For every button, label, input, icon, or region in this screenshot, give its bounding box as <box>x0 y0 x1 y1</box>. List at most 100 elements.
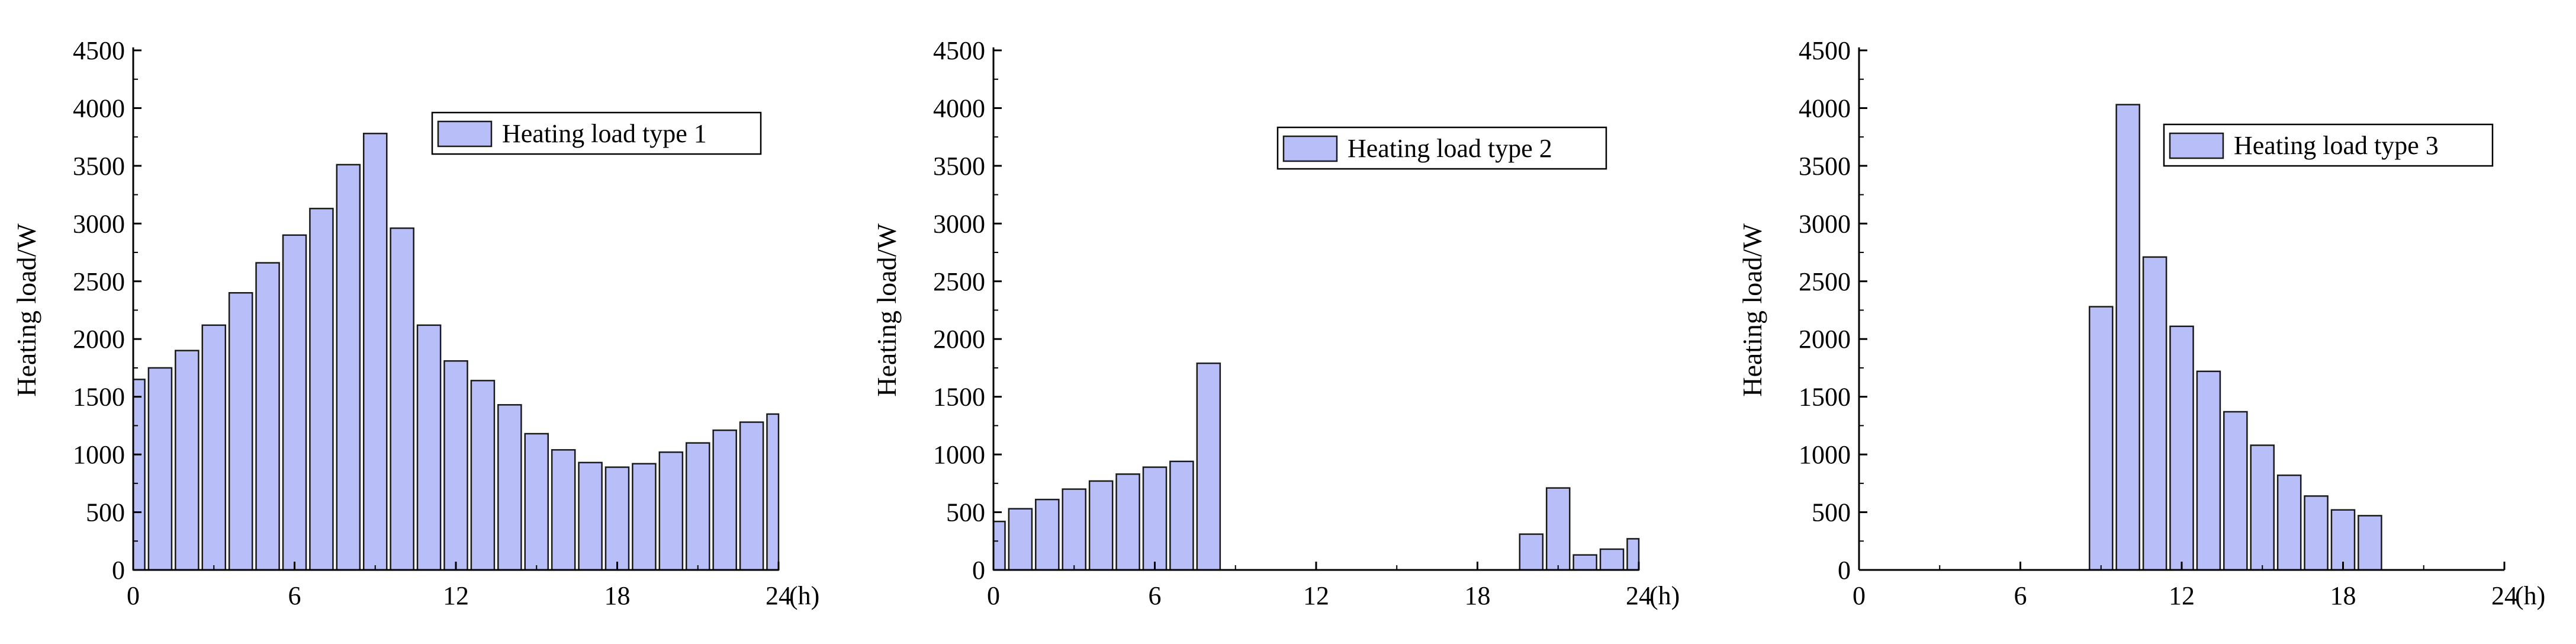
y-tick-label: 3500 <box>933 152 985 181</box>
y-tick-label: 4000 <box>1799 94 1851 123</box>
x-tick-label: 12 <box>2169 581 2195 610</box>
x-unit-label: (h) <box>2515 581 2545 610</box>
bar-hour-5 <box>1115 473 1140 571</box>
bar-hour-14 <box>2223 411 2248 571</box>
x-tick-label: 24 <box>2491 581 2517 610</box>
y-tick-label: 3000 <box>933 209 985 238</box>
bar-hour-22 <box>712 429 737 571</box>
y-tick-label: 2000 <box>933 325 985 354</box>
x-tick-label: 6 <box>1149 581 1162 610</box>
y-tick-label: 3500 <box>1799 152 1851 181</box>
x-tick-label: 6 <box>288 581 301 610</box>
bar-hour-9 <box>362 133 388 571</box>
bar-hour-7 <box>309 207 334 571</box>
bar-hour-0 <box>992 520 1006 571</box>
y-tick-label: 4000 <box>933 94 985 123</box>
y-tick-label: 4500 <box>933 36 985 65</box>
bar-hour-24 <box>766 413 780 571</box>
x-unit-label: (h) <box>789 581 819 610</box>
bar-hour-6 <box>1142 466 1168 571</box>
y-tick-label: 2500 <box>73 267 125 296</box>
x-tick-label: 12 <box>1303 581 1329 610</box>
bar-hour-14 <box>497 404 522 571</box>
bar-hour-10 <box>2115 104 2140 571</box>
y-tick-label: 2500 <box>1799 267 1851 296</box>
x-tick-label: 18 <box>2330 581 2356 610</box>
y-tick-label: 0 <box>112 556 125 585</box>
bar-hour-15 <box>524 432 549 571</box>
y-tick-label: 1000 <box>933 440 985 469</box>
bar-hour-8 <box>1196 362 1221 571</box>
y-tick-label: 1000 <box>73 440 125 469</box>
y-tick-label: 1500 <box>1799 383 1851 412</box>
y-tick-label: 1000 <box>1799 440 1851 469</box>
x-tick-label: 0 <box>127 581 140 610</box>
bar-hour-2 <box>175 350 200 571</box>
bar-hour-11 <box>2142 256 2167 571</box>
bar-hour-3 <box>1062 488 1087 571</box>
bar-hour-12 <box>2169 325 2194 571</box>
y-tick-label: 500 <box>946 498 985 527</box>
bar-hour-21 <box>685 442 710 571</box>
bar-hour-16 <box>2276 474 2302 571</box>
bar-hour-6 <box>282 234 307 571</box>
bar-hour-18 <box>604 466 630 571</box>
bar-hour-15 <box>2250 444 2275 571</box>
bar-hour-18 <box>2330 509 2356 571</box>
legend: Heating load type 1 <box>431 111 762 155</box>
x-tick-label: 0 <box>987 581 1000 610</box>
y-tick-label: 4500 <box>73 36 125 65</box>
x-tick-label: 6 <box>2014 581 2027 610</box>
legend: Heating load type 3 <box>2163 123 2494 167</box>
bar-hour-10 <box>390 227 414 571</box>
y-axis-label: Heating load/W <box>871 223 902 397</box>
bar-hour-4 <box>228 292 253 571</box>
bar-hour-22 <box>1572 554 1597 571</box>
y-tick-label: 1500 <box>933 383 985 412</box>
bar-hour-1 <box>1008 508 1033 571</box>
bar-hour-21 <box>1545 487 1571 571</box>
x-tick-label: 0 <box>1853 581 1866 610</box>
bar-hour-3 <box>201 324 227 571</box>
y-tick-label: 500 <box>1812 498 1851 527</box>
y-tick-label: 4000 <box>73 94 125 123</box>
y-axis-label: Heating load/W <box>1737 223 1767 397</box>
y-tick-label: 0 <box>972 556 985 585</box>
legend-label: Heating load type 3 <box>2234 131 2439 160</box>
bar-hour-5 <box>255 262 280 571</box>
bar-hour-19 <box>2358 515 2382 571</box>
bar-hour-7 <box>1169 460 1194 571</box>
y-tick-label: 2000 <box>1799 325 1851 354</box>
bar-hour-1 <box>147 367 173 571</box>
legend-swatch <box>437 120 493 148</box>
bar-hour-4 <box>1088 480 1114 571</box>
x-tick-label: 18 <box>1465 581 1491 610</box>
y-tick-label: 500 <box>86 498 125 527</box>
bar-hour-23 <box>1599 548 1625 571</box>
legend: Heating load type 2 <box>1276 126 1607 170</box>
legend-label: Heating load type 2 <box>1348 134 1552 163</box>
chart-panel-3: 0 500 1000 1500 2000 2500 3000 3500 4000 4500 0 6 12… <box>1737 36 2545 610</box>
x-tick-label: 12 <box>443 581 469 610</box>
legend-swatch <box>2169 132 2224 159</box>
bar-hour-17 <box>578 462 603 571</box>
y-tick-label: 4500 <box>1799 36 1851 65</box>
bar-hour-23 <box>739 421 764 571</box>
y-tick-label: 0 <box>1838 556 1851 585</box>
bar-hour-24 <box>1626 538 1640 571</box>
bar-hour-20 <box>658 451 684 571</box>
x-tick-label: 24 <box>1626 581 1652 610</box>
bar-hour-9 <box>2088 306 2114 571</box>
y-tick-label: 3000 <box>73 209 125 238</box>
y-tick-label: 3500 <box>73 152 125 181</box>
y-axis-label: Heating load/W <box>11 223 41 397</box>
chart-panel-1: 0 500 1000 1500 2000 2500 3000 3500 4000 4500 0 6 12… <box>11 36 819 610</box>
bar-hour-8 <box>336 164 361 571</box>
bar-hour-2 <box>1035 498 1060 571</box>
x-tick-label: 24 <box>766 581 792 610</box>
bar-hour-20 <box>1519 533 1544 571</box>
bar-hour-13 <box>2196 370 2221 571</box>
x-tick-label: 18 <box>604 581 631 610</box>
bar-hour-16 <box>551 449 576 571</box>
